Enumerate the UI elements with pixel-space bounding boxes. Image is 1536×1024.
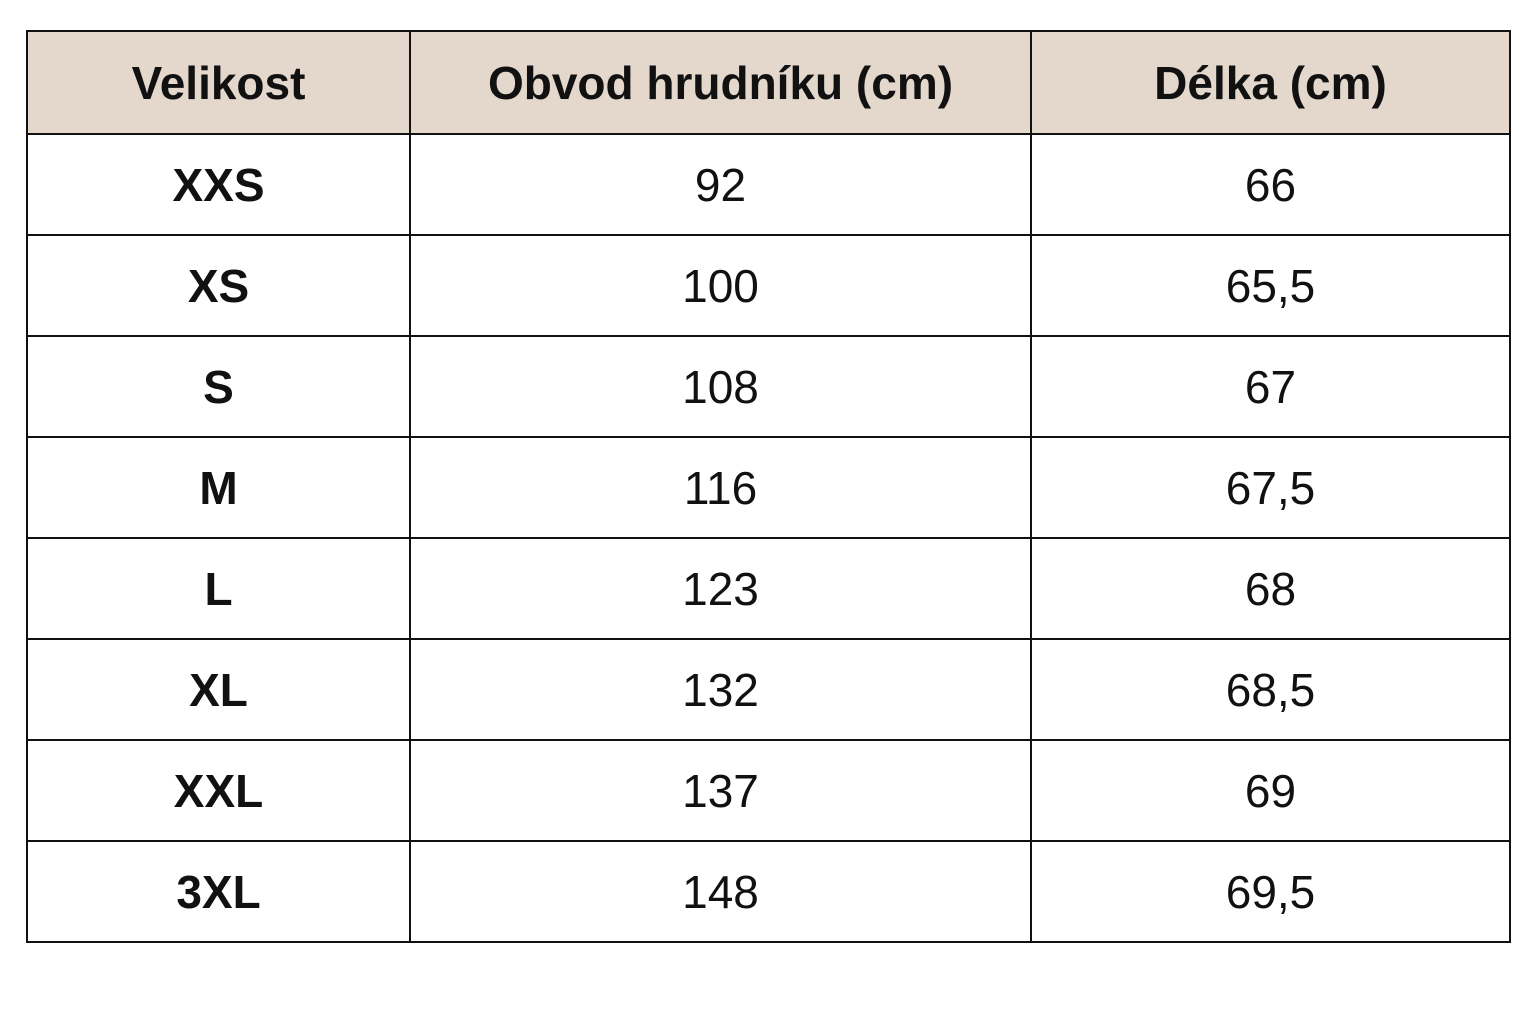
table-row: 3XL 148 69,5 bbox=[26, 840, 1511, 943]
header-row: Velikost Obvod hrudníku (cm) Délka (cm) bbox=[26, 30, 1511, 135]
table-row: M 116 67,5 bbox=[26, 436, 1511, 539]
value-cell: 148 bbox=[409, 840, 1032, 943]
size-cell: XXL bbox=[26, 739, 411, 842]
size-table: Velikost Obvod hrudníku (cm) Délka (cm) XX… bbox=[26, 30, 1511, 943]
value-cell: 65,5 bbox=[1030, 234, 1511, 337]
value-cell: 67 bbox=[1030, 335, 1511, 438]
table-header: Velikost Obvod hrudníku (cm) Délka (cm) bbox=[26, 30, 1511, 135]
table-row: XL 132 68,5 bbox=[26, 638, 1511, 741]
table-row: L 123 68 bbox=[26, 537, 1511, 640]
value-cell: 68,5 bbox=[1030, 638, 1511, 741]
value-cell: 132 bbox=[409, 638, 1032, 741]
value-cell: 100 bbox=[409, 234, 1032, 337]
value-cell: 108 bbox=[409, 335, 1032, 438]
header-cell: Obvod hrudníku (cm) bbox=[409, 30, 1032, 135]
size-cell: XXS bbox=[26, 133, 411, 236]
header-cell: Délka (cm) bbox=[1030, 30, 1511, 135]
value-cell: 92 bbox=[409, 133, 1032, 236]
table-row: XS 100 65,5 bbox=[26, 234, 1511, 337]
size-cell: L bbox=[26, 537, 411, 640]
value-cell: 67,5 bbox=[1030, 436, 1511, 539]
size-cell: S bbox=[26, 335, 411, 438]
size-cell: XL bbox=[26, 638, 411, 741]
value-cell: 123 bbox=[409, 537, 1032, 640]
header-cell: Velikost bbox=[26, 30, 411, 135]
value-cell: 68 bbox=[1030, 537, 1511, 640]
table-body: XXS 92 66 XS 100 65,5 S 108 67 M 116 67,5 L 123 68 XL 13… bbox=[26, 133, 1511, 943]
size-cell: 3XL bbox=[26, 840, 411, 943]
value-cell: 69,5 bbox=[1030, 840, 1511, 943]
size-cell: M bbox=[26, 436, 411, 539]
value-cell: 116 bbox=[409, 436, 1032, 539]
value-cell: 66 bbox=[1030, 133, 1511, 236]
table-row: XXL 137 69 bbox=[26, 739, 1511, 842]
table-row: S 108 67 bbox=[26, 335, 1511, 438]
size-cell: XS bbox=[26, 234, 411, 337]
value-cell: 137 bbox=[409, 739, 1032, 842]
table-row: XXS 92 66 bbox=[26, 133, 1511, 236]
value-cell: 69 bbox=[1030, 739, 1511, 842]
